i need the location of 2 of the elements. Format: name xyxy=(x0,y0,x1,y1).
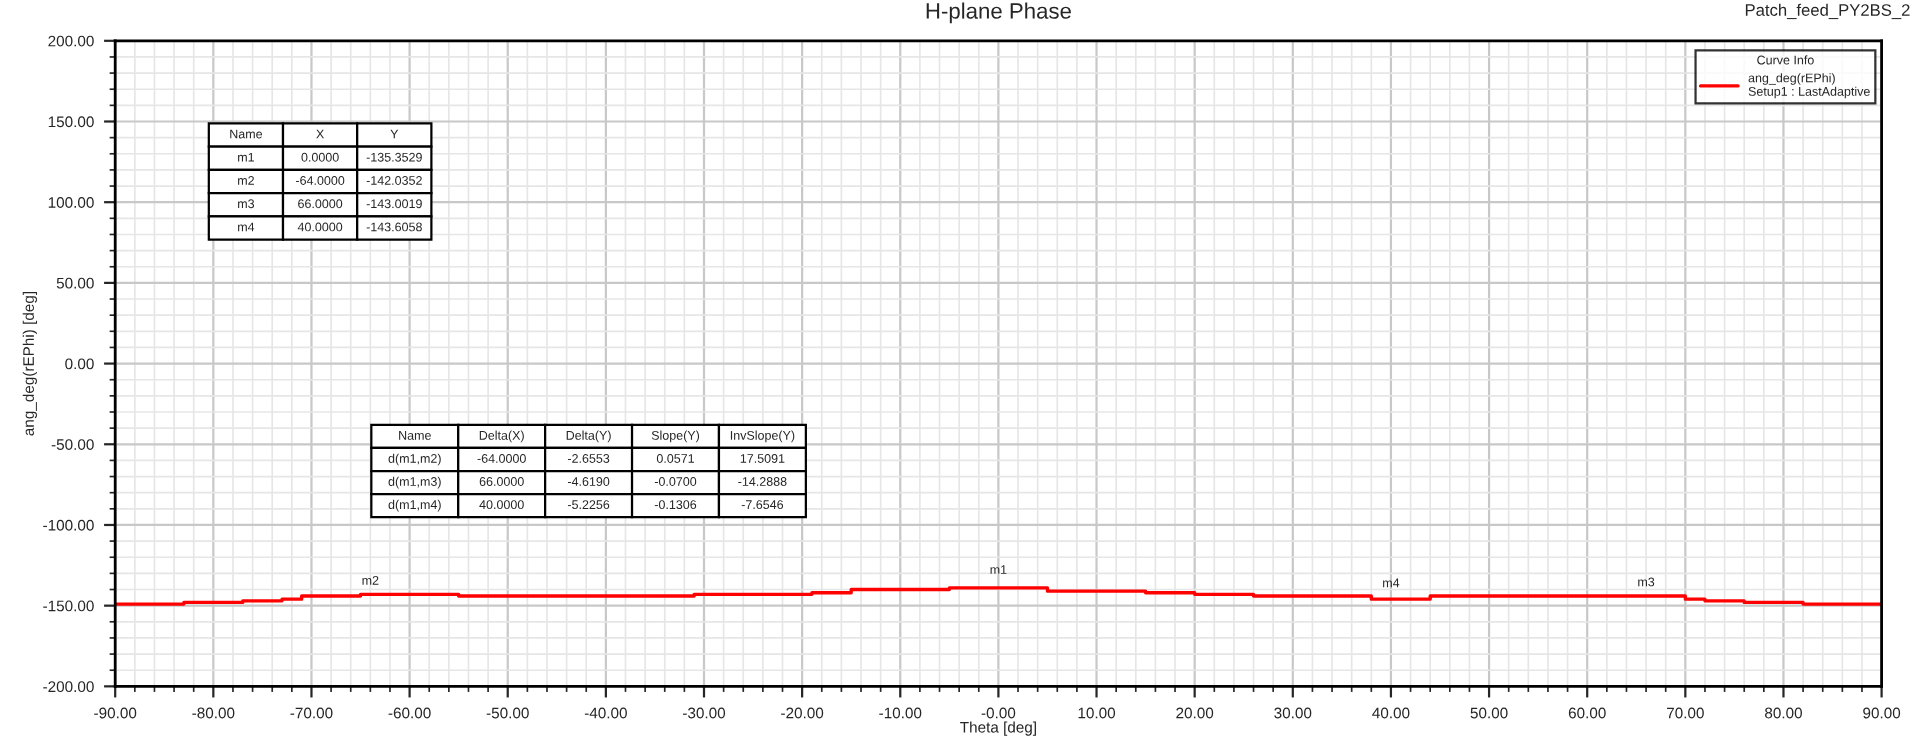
chart-subtitle: Patch_feed_PY2BS_2 xyxy=(1745,3,1910,20)
chart-title: H-plane Phase xyxy=(926,2,1071,24)
